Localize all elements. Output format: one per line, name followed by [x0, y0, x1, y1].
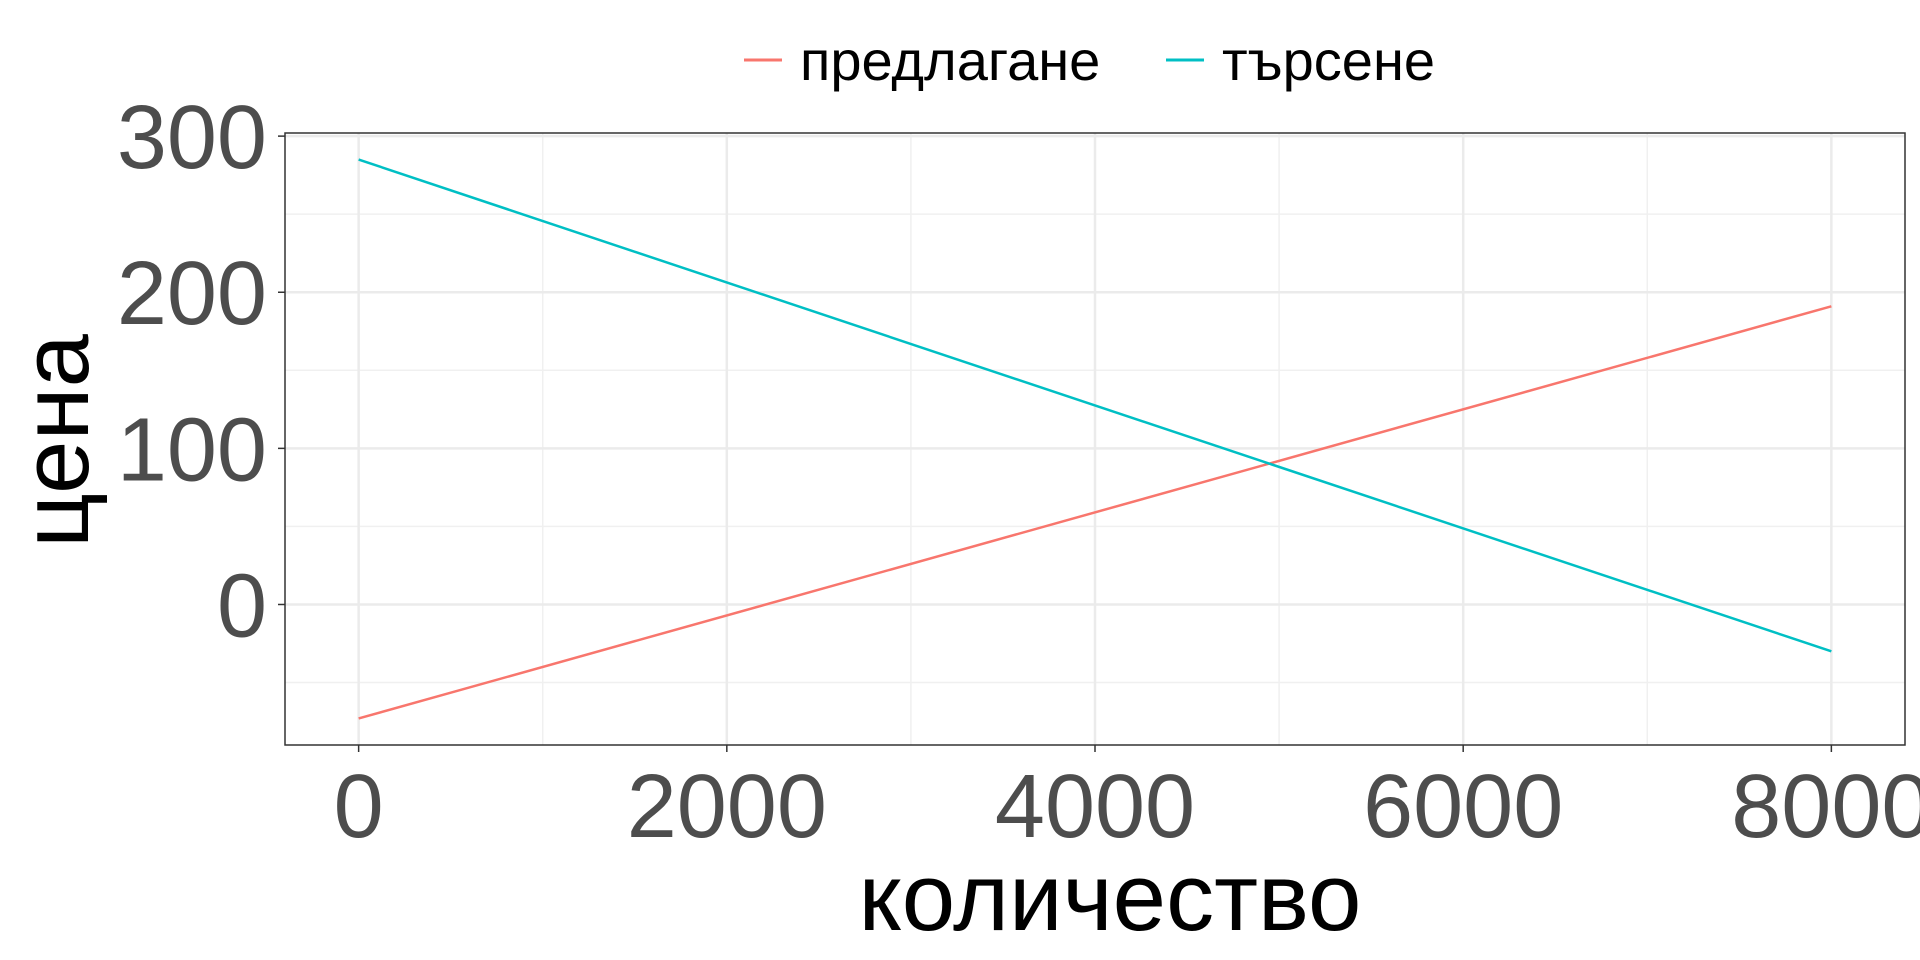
x-axis: 0 2000 4000 6000 8000 [334, 745, 1920, 857]
legend-label-0: предлагане [800, 29, 1100, 92]
plot-panel [284, 132, 1906, 746]
x-tick-label: 2000 [627, 757, 827, 857]
y-axis-title: цена [2, 334, 109, 548]
legend: предлагане търсене [744, 29, 1435, 92]
y-axis: 0 100 200 300 [117, 88, 285, 656]
legend-label-1: търсене [1222, 29, 1435, 92]
series-line-0 [358, 305, 1832, 720]
y-tick-label: 200 [117, 244, 267, 344]
y-tick-label: 300 [117, 88, 267, 188]
series-line-1 [358, 158, 1832, 653]
y-tick-label: 0 [217, 556, 267, 656]
y-tick-label: 100 [117, 400, 267, 500]
x-axis-title: количество [859, 844, 1362, 951]
x-tick-label: 4000 [995, 757, 1195, 857]
x-tick-label: 0 [334, 757, 384, 857]
x-tick-label: 8000 [1731, 757, 1920, 857]
x-tick-label: 6000 [1363, 757, 1563, 857]
